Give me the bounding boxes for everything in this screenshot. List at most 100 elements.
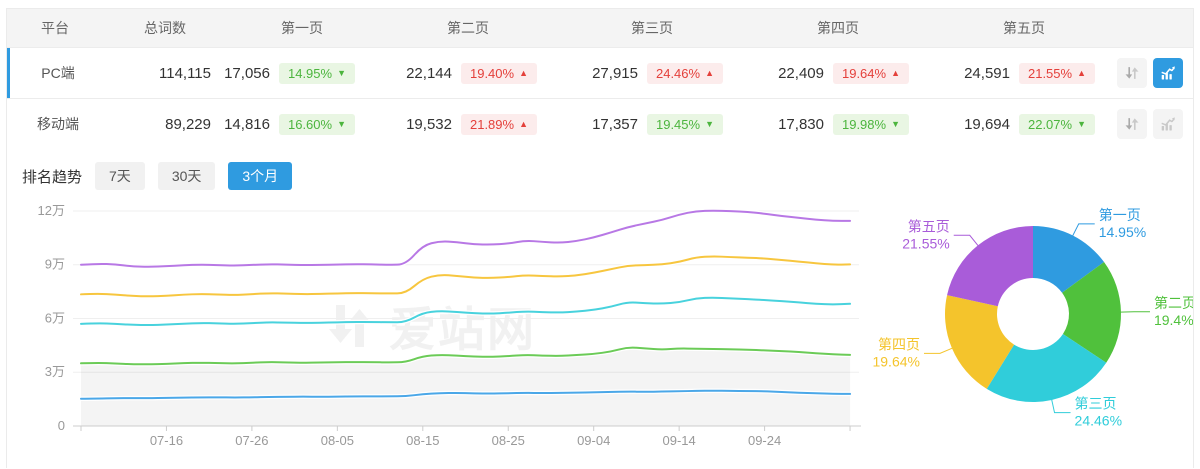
y-axis-label: 9万 [45,257,65,272]
line-series-第三页 [80,296,852,327]
page1-value: 14,816 [224,115,270,133]
x-axis-label: 09-24 [748,433,781,448]
y-axis-label: 6万 [45,310,65,325]
pie-label-percent: 21.55% [902,235,949,251]
trend-arrow-icon: ▲ [519,118,528,129]
page4-cell: 17,830 19.98% ▼ [745,113,931,135]
table-row-mobile[interactable]: 移动端 89,229 14,816 16.60% ▼ 19,532 21.89% ▲… [7,98,1193,149]
table-header: 平台 总词数 第一页 第二页 第三页 第四页 第五页 [7,9,1193,47]
pie-label-percent: 19.64% [872,353,919,369]
total-words-value: 114,115 [159,64,211,82]
keyword-rank-panel: 平台 总词数 第一页 第二页 第三页 第四页 第五页 PC端 114,115 1… [6,8,1194,468]
pie-label-line [1051,398,1071,414]
page4-change-badge: 19.64% ▲ [832,62,909,84]
page2-value: 19,532 [406,115,452,133]
sort-updown-icon [1125,118,1139,130]
pie-slice-第三页[interactable] [986,333,1107,402]
pie-label-name: 第三页 [1075,396,1117,412]
col-header-total: 总词数 [144,20,186,36]
x-axis-label: 09-04 [577,433,610,448]
trend-arrow-icon: ▼ [337,118,346,129]
table-row-pc[interactable]: PC端 114,115 17,056 14.95% ▼ 22,144 19.40%… [7,47,1193,98]
trend-arrow-icon: ▼ [891,118,900,129]
pie-label-name: 第五页 [908,218,950,234]
col-header-page4: 第四页 [817,20,859,36]
page5-cell: 19,694 22.07% ▼ [931,113,1117,135]
trend-arrow-icon: ▲ [891,67,900,78]
page5-change-badge: 21.55% ▲ [1018,62,1095,84]
page5-change-badge: 22.07% ▼ [1018,113,1095,135]
total-words-value: 89,229 [165,115,211,133]
pie-slice-第五页[interactable] [947,226,1033,307]
pie-slice-第二页[interactable] [1062,262,1121,363]
pie-slice-第一页[interactable] [1033,226,1105,293]
pie-label-name: 第四页 [878,336,920,352]
page5-value: 19,694 [964,115,1010,133]
page2-change-badge: 21.89% ▲ [460,113,537,135]
y-axis-label: 12万 [38,203,65,218]
pie-label-percent: 24.46% [1075,413,1122,429]
line-series-第四页 [80,255,852,298]
line-series-第二页 [80,346,852,366]
page1-cell: 17,056 14.95% ▼ [224,62,377,84]
line-chart-icon [1161,66,1175,80]
platform-label: 移动端 [37,116,79,132]
col-header-page3: 第三页 [631,20,673,36]
charts-area: 爱站网 0 3万 6万 9万 12万 07-16 07-26 08-05 08-15 08-25 0… [7,197,1193,469]
page1-change-badge: 14.95% ▼ [278,62,355,84]
line-series-第五页 [80,209,852,268]
trend-arrow-icon: ▼ [705,118,714,129]
sort-updown-icon [1125,67,1139,79]
trend-arrow-icon: ▲ [705,67,714,78]
rank-trend-line-chart: 0 3万 6万 9万 12万 07-16 07-26 08-05 08-15 08-25 09-04… [38,203,861,448]
page3-cell: 17,357 19.45% ▼ [559,113,745,135]
pie-label-line [1071,223,1095,237]
page2-cell: 19,532 21.89% ▲ [377,113,559,135]
pie-label-name: 第二页 [1154,295,1193,311]
page2-cell: 22,144 19.40% ▲ [377,62,559,84]
x-axis-label: 09-14 [663,433,696,448]
pie-label-percent: 14.95% [1099,224,1146,240]
trend-arrow-icon: ▲ [1077,67,1086,78]
platform-label: PC端 [41,65,75,81]
page4-cell: 22,409 19.64% ▲ [745,62,931,84]
col-header-page2: 第二页 [447,20,489,36]
chart-button[interactable] [1153,58,1183,88]
page3-change-badge: 19.45% ▼ [646,113,723,135]
page4-change-badge: 19.98% ▼ [832,113,909,135]
x-axis-label: 08-05 [321,433,354,448]
area-fill [81,347,851,426]
x-axis-label: 08-15 [406,433,439,448]
trend-arrow-icon: ▼ [1077,118,1086,129]
page3-change-badge: 24.46% ▲ [646,62,723,84]
tab-30-days[interactable]: 30天 [157,161,216,191]
chart-button[interactable] [1153,109,1183,139]
pie-label-percent: 19.4% [1154,312,1193,328]
tab-7-days[interactable]: 7天 [95,161,145,191]
line-chart-icon [1161,117,1175,131]
page4-value: 22,409 [778,64,824,82]
page3-value: 17,357 [592,115,638,133]
pie-slice-第四页[interactable] [945,295,1015,389]
x-axis-label: 07-26 [235,433,268,448]
pie-label-name: 第一页 [1099,207,1141,223]
x-axis-label: 08-25 [492,433,525,448]
trend-section-header: 排名趋势 7天 30天 3个月 [7,149,1193,197]
page1-value: 17,056 [224,64,270,82]
line-series-第一页 [80,389,852,400]
page3-value: 27,915 [592,64,638,82]
trend-title: 排名趋势 [22,168,83,186]
pie-label-line [953,234,979,247]
sort-button[interactable] [1117,58,1147,88]
page3-cell: 27,915 24.46% ▲ [559,62,745,84]
page5-cell: 24,591 21.55% ▲ [931,62,1117,84]
sort-button[interactable] [1117,109,1147,139]
tab-3-months[interactable]: 3个月 [228,161,293,191]
col-header-page1: 第一页 [281,20,323,36]
col-header-page5: 第五页 [1003,20,1045,36]
y-axis-label: 3万 [45,364,65,379]
x-axis-label: 07-16 [150,433,183,448]
page2-value: 22,144 [406,64,452,82]
y-axis-label: 0 [58,418,65,433]
